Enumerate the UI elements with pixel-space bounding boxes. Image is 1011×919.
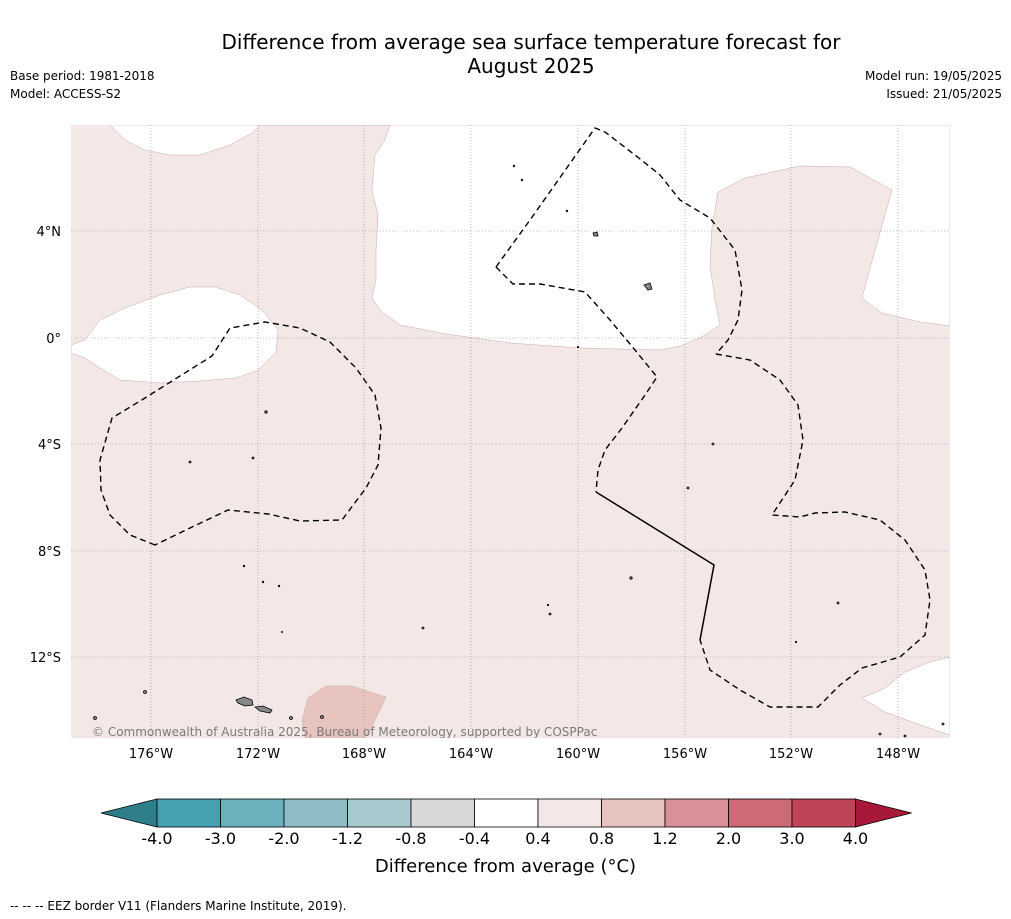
eez-kiribati-phoenix (99, 321, 382, 546)
eez-borders (99, 127, 931, 708)
colorbar-segment (410, 798, 475, 828)
island-christmas (643, 282, 653, 291)
island-upolu (254, 705, 273, 714)
graticule (71, 125, 950, 738)
issued-date: Issued: 21/05/2025 (886, 87, 1002, 101)
colorbar-tick-label: 1.2 (652, 829, 677, 848)
colorbar-tick-label: 2.0 (716, 829, 741, 848)
meta-left: Base period: 1981-2018 Model: ACCESS-S2 (10, 67, 155, 103)
lat-label: 12°S (30, 651, 61, 666)
colorbar-tick-label: 4.0 (843, 829, 868, 848)
lon-label: 156°W (663, 747, 707, 762)
lon-label: 172°W (236, 747, 280, 762)
latitude-labels: 4°N 0° 4°S 8°S 12°S (30, 225, 61, 666)
eez-kiribati-line-north (495, 127, 743, 355)
colorbar-segment (220, 798, 285, 828)
lat-label: 0° (46, 332, 61, 347)
lon-label: 168°W (342, 747, 386, 762)
model-name: Model: ACCESS-S2 (10, 87, 122, 101)
colorbar-tick-label: -3.0 (205, 829, 236, 848)
map-title: Difference from average sea surface temp… (0, 30, 1011, 78)
colorbar-tick-label: -0.8 (395, 829, 426, 848)
colorbar-segment (156, 798, 221, 828)
copyright-text: © Commonwealth of Australia 2025, Bureau… (92, 725, 597, 739)
colorbar-tick-label: -1.2 (332, 829, 363, 848)
colorbar-tick-label: 3.0 (779, 829, 804, 848)
lat-label: 8°S (38, 545, 61, 560)
eez-cook-islands (699, 353, 931, 708)
colorbar-tick-label: 0.8 (589, 829, 614, 848)
lat-label: 4°S (38, 438, 61, 453)
eez-boundary-solid (595, 491, 715, 641)
colorbar-extend-low (100, 798, 158, 828)
colorbar-extend-high (855, 798, 912, 828)
island-fanning (592, 231, 599, 237)
longitude-labels: 176°W 172°W 168°W 164°W 160°W 156°W 152°… (129, 747, 920, 762)
neutral-area-top-left (109, 125, 261, 156)
model-run: Model run: 19/05/2025 (864, 69, 1002, 83)
map-area: © Commonwealth of Australia 2025, Bureau… (71, 125, 950, 739)
neutral-area-west (71, 286, 279, 384)
eez-footnote: -- -- -- EEZ border V11 (Flanders Marine… (10, 899, 347, 913)
colorbar-segment (791, 798, 856, 828)
neutral-area-southeast (861, 656, 950, 736)
island-savaii (235, 696, 254, 707)
lon-label: 176°W (129, 747, 173, 762)
lat-label: 4°N (37, 225, 62, 240)
islands (93, 164, 945, 738)
map-title-line1: Difference from average sea surface temp… (221, 30, 841, 54)
colorbar-tick-label: -2.0 (268, 829, 299, 848)
lon-label: 160°W (556, 747, 600, 762)
colorbar-segment (664, 798, 729, 828)
map-title-line2: August 2025 (467, 54, 595, 78)
meta-right: Model run: 19/05/2025 Issued: 21/05/2025 (865, 67, 1002, 103)
colorbar-segment (474, 798, 539, 828)
colorbar: -4.0 -3.0 -2.0 -1.2 -0.8 -0.4 0.4 0.8 1.2 2.0 3.0 4… (100, 798, 912, 848)
lon-label: 152°W (769, 747, 813, 762)
colorbar-tick-label: -0.4 (459, 829, 490, 848)
neutral-area-north-central (260, 125, 950, 351)
colorbar-segment (283, 798, 348, 828)
anomaly-fill-0-8-1-2 (301, 685, 387, 738)
colorbar-segment (601, 798, 666, 828)
eez-kiribati-line-mid (495, 266, 658, 493)
colorbar-label: Difference from average (°C) (374, 856, 637, 877)
colorbar-tick-label: 0.4 (525, 829, 550, 848)
base-period: Base period: 1981-2018 (10, 69, 155, 83)
lon-label: 148°W (876, 747, 920, 762)
colorbar-segment (537, 798, 602, 828)
colorbar-segment (728, 798, 793, 828)
colorbar-segment (347, 798, 412, 828)
lon-label: 164°W (449, 747, 493, 762)
colorbar-tick-label: -4.0 (141, 829, 172, 848)
